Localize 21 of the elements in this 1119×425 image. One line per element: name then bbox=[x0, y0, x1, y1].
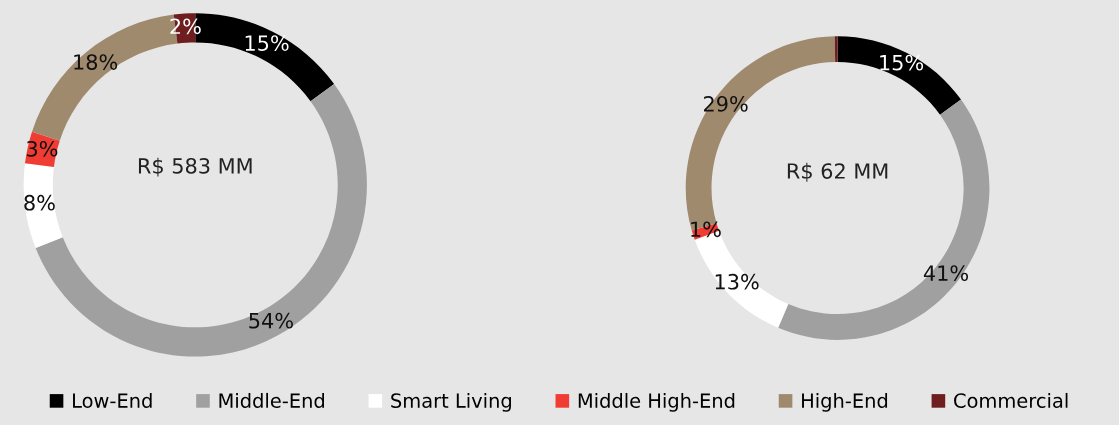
legend-label: Middle High-End bbox=[578, 392, 735, 412]
data-label: 18% bbox=[74, 54, 118, 70]
data-label: 41% bbox=[923, 265, 969, 281]
donut-slice bbox=[837, 36, 962, 115]
data-label: 15% bbox=[245, 35, 289, 51]
data-label: 15% bbox=[880, 54, 924, 71]
data-label: 2% bbox=[170, 18, 201, 35]
data-label: 54% bbox=[249, 312, 293, 329]
data-label: 13% bbox=[715, 273, 759, 290]
legend-label: Commercial bbox=[954, 392, 1068, 408]
legend-label: Middle-End bbox=[219, 392, 324, 408]
donut-slice bbox=[778, 99, 990, 340]
legend-label: High-End bbox=[802, 392, 888, 412]
text: R$ 583 MM bbox=[138, 157, 252, 177]
text: R$ 62 MM bbox=[787, 162, 888, 182]
legend-label: Smart Living bbox=[391, 392, 511, 412]
data-label: 8% bbox=[24, 194, 55, 211]
donut-slice bbox=[834, 36, 838, 63]
legend-label: Low-End bbox=[73, 392, 152, 408]
donut-slice bbox=[23, 163, 63, 249]
data-label: 3% bbox=[27, 140, 58, 157]
